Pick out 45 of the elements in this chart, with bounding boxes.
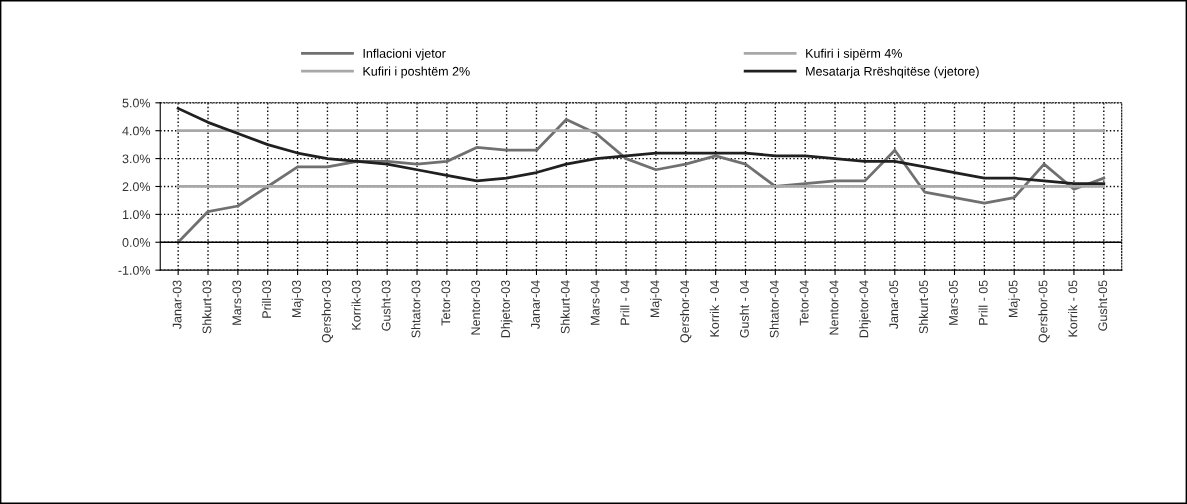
x-tick-label: Korrik - 05	[1068, 280, 1078, 337]
x-tick-label: Maj-05	[1008, 280, 1021, 318]
x-tick-label: Qershor-04	[679, 280, 692, 343]
x-tick-label: Shkurt-03	[202, 280, 212, 334]
legend-label: Kufiri i poshtëm 2%	[363, 66, 470, 79]
x-tick-label: Shtator-04	[769, 280, 779, 338]
x-tick-label: Gusht-03	[381, 280, 391, 331]
x-tick-label: Mars-03	[232, 280, 242, 325]
x-tick-label: Korrik-03	[351, 280, 361, 330]
x-tick-label: Maj-04	[650, 280, 662, 318]
x-tick-label: Prill - 04	[620, 280, 630, 325]
y-tick-label: 1.0%	[122, 210, 151, 220]
x-tick-label: Mars-05	[949, 280, 958, 325]
legend-label: Inflacioni vjetor	[363, 48, 446, 61]
x-tick-label: Janar-04	[530, 280, 540, 329]
x-tick-label: Prill - 05	[978, 280, 988, 325]
x-tick-label: Janar-05	[889, 280, 899, 329]
x-tick-label: Tetor-03	[441, 280, 451, 326]
y-tick-label: -1.0%	[118, 265, 151, 275]
x-tick-label: Mars-04	[590, 280, 600, 325]
y-tick-label: 4.0%	[122, 126, 151, 136]
x-tick-label: Shtator-03	[411, 280, 421, 338]
y-tick-label: 0.0%	[122, 238, 151, 247]
line-series	[176, 118, 1106, 244]
x-tick-label: Qershor-05	[1038, 280, 1050, 343]
x-tick-label: Maj-03	[291, 280, 304, 318]
x-tick-label: Gusht - 04	[739, 280, 749, 338]
y-tick-label: 3.0%	[122, 154, 151, 164]
x-tick-label: Nentor-04	[829, 280, 839, 335]
x-tick-label: Dhjetor-04	[859, 280, 871, 338]
x-tick-label: Shkurt-05	[918, 280, 928, 334]
x-tick-label: Qershor-03	[321, 280, 334, 343]
x-tick-label: Gusht-05	[1097, 280, 1108, 331]
x-tick-label: Tetor-04	[799, 280, 809, 326]
x-tick-label: Prill-03	[261, 280, 272, 318]
x-tick-label: Shkurt-04	[560, 280, 570, 334]
x-tick-label: Korrik - 04	[709, 280, 719, 337]
y-tick-label: 2.0%	[122, 182, 151, 192]
x-tick-label: Nentor-03	[471, 280, 481, 335]
legend-label: Kufiri i sipërm 4%	[806, 48, 902, 61]
line-series	[176, 107, 1106, 186]
x-tick-label: Janar-03	[172, 280, 182, 329]
y-tick-label: 5.0%	[122, 98, 151, 108]
x-tick-label: Dhjetor-03	[500, 280, 513, 338]
legend-label: Mesatarja Rrëshqitëse (vjetore)	[806, 66, 979, 79]
